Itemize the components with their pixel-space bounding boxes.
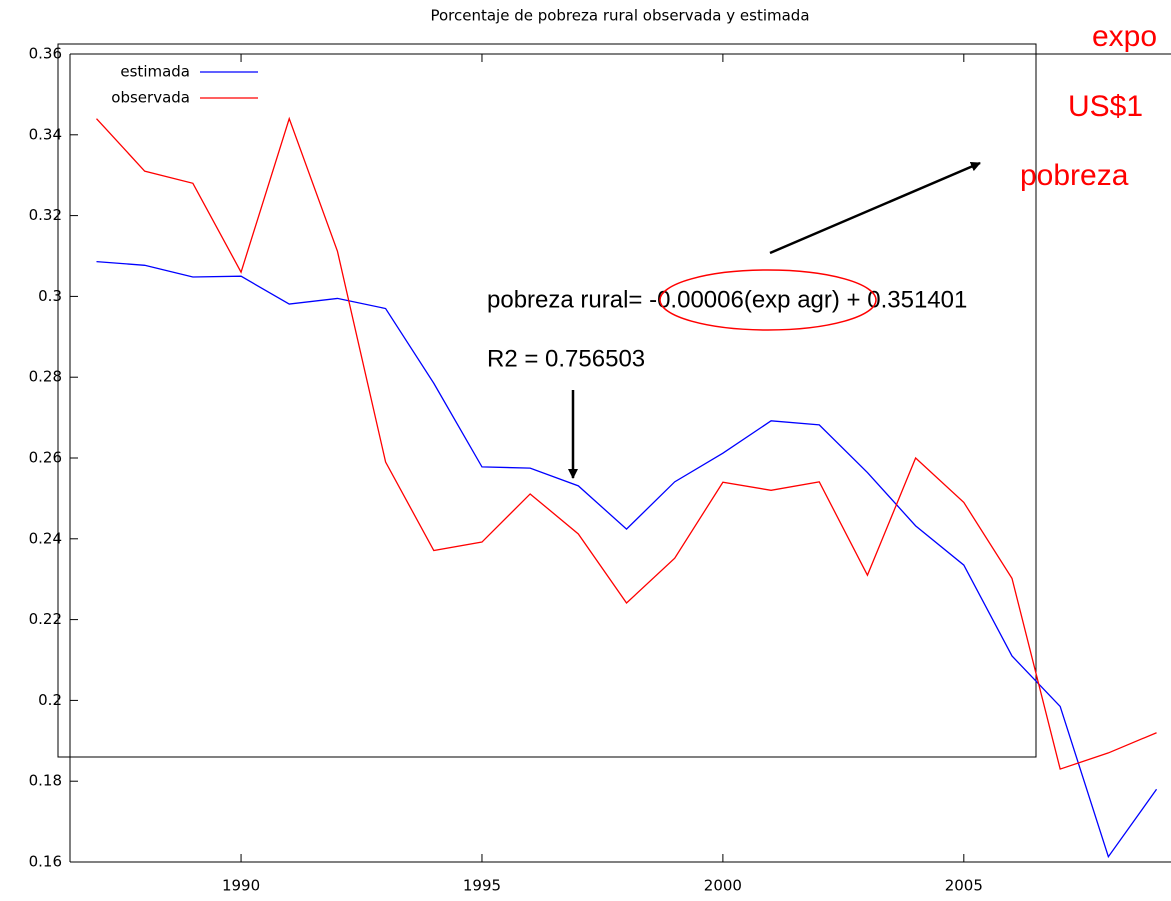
red-note: pobreza: [1020, 159, 1129, 192]
y-tick-label: 0.26: [29, 449, 62, 467]
annotation-box: [57, 43, 1037, 758]
y-tick-label: 0.18: [29, 772, 62, 790]
chart-title: Porcentaje de pobreza rural observada y …: [430, 7, 809, 25]
y-tick-label: 0.3: [38, 287, 62, 305]
equation: pobreza rural= -0.00006(exp agr) + 0.351…: [487, 286, 967, 313]
arrow: [769, 161, 981, 255]
y-tick-label: 0.16: [29, 853, 62, 871]
legend-label: estimada: [120, 63, 190, 81]
x-tick-label: 1990: [222, 877, 260, 895]
series-line: [96, 261, 1158, 859]
series-line: [96, 116, 1157, 770]
y-tick-label: 0.36: [29, 45, 62, 63]
legend-label: observada: [111, 89, 190, 107]
y-tick-label: 0.2: [38, 691, 62, 709]
x-tick-label: 2000: [704, 877, 742, 895]
highlight-ellipse: [659, 269, 877, 331]
y-tick-label: 0.34: [29, 125, 62, 143]
x-tick-label: 1995: [463, 877, 501, 895]
r2: R2 = 0.756503: [487, 345, 645, 372]
x-tick-label: 2005: [945, 877, 983, 895]
red-note: US$1: [1068, 90, 1143, 123]
red-note: expo: [1092, 20, 1157, 53]
y-tick-label: 0.22: [29, 610, 62, 628]
y-tick-label: 0.24: [29, 529, 62, 547]
y-tick-label: 0.32: [29, 206, 62, 224]
y-tick-label: 0.28: [29, 368, 62, 386]
